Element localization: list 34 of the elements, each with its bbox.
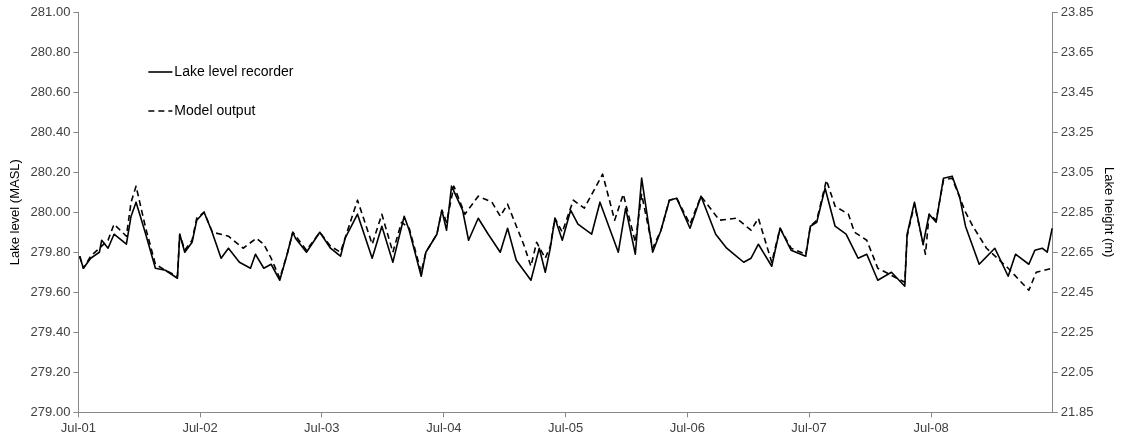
x-tick-label: Jul-02 (182, 419, 218, 435)
y-tick-label: 279.20 (30, 363, 71, 379)
x-tick-label: Jul-06 (669, 419, 706, 435)
y-tick-label: 281.00 (30, 3, 71, 19)
y2-axis-title: Lake height (m) (1101, 167, 1117, 258)
y-tick-label: 279.80 (30, 243, 71, 259)
y2-tick-label: 22.45 (1060, 283, 1094, 299)
y2-tick-label: 23.45 (1060, 83, 1094, 99)
y2-tick-label: 23.85 (1060, 3, 1094, 19)
y2-tick-label: 22.05 (1060, 363, 1094, 379)
y-tick-label: 280.60 (30, 83, 71, 99)
y2-tick-label: 23.65 (1060, 43, 1094, 59)
legend-label: Model output (174, 101, 256, 118)
y-tick-label: 279.60 (30, 283, 71, 299)
y2-tick-label: 22.25 (1060, 323, 1094, 339)
legend-label: Lake level recorder (174, 62, 294, 79)
y2-tick-label: 21.85 (1060, 403, 1094, 419)
x-tick-label: Jul-03 (304, 419, 340, 435)
y-axis-title: Lake level (MASL) (7, 159, 23, 266)
y-tick-label: 279.40 (30, 323, 71, 339)
y2-tick-label: 22.65 (1060, 243, 1094, 259)
y-tick-label: 280.80 (30, 43, 71, 59)
x-tick-label: Jul-07 (791, 419, 827, 435)
y-tick-label: 279.00 (30, 403, 71, 419)
y-tick-label: 280.00 (30, 203, 71, 219)
x-tick-label: Jul-08 (913, 419, 949, 435)
x-tick-label: Jul-04 (426, 419, 462, 435)
y-tick-label: 280.20 (30, 163, 71, 179)
y-tick-label: 280.40 (30, 123, 71, 139)
y2-tick-label: 23.25 (1060, 123, 1094, 139)
x-tick-label: Jul-01 (60, 419, 97, 435)
x-tick-label: Jul-05 (547, 419, 584, 435)
y2-tick-label: 23.05 (1060, 163, 1094, 179)
y2-tick-label: 22.85 (1060, 203, 1094, 219)
